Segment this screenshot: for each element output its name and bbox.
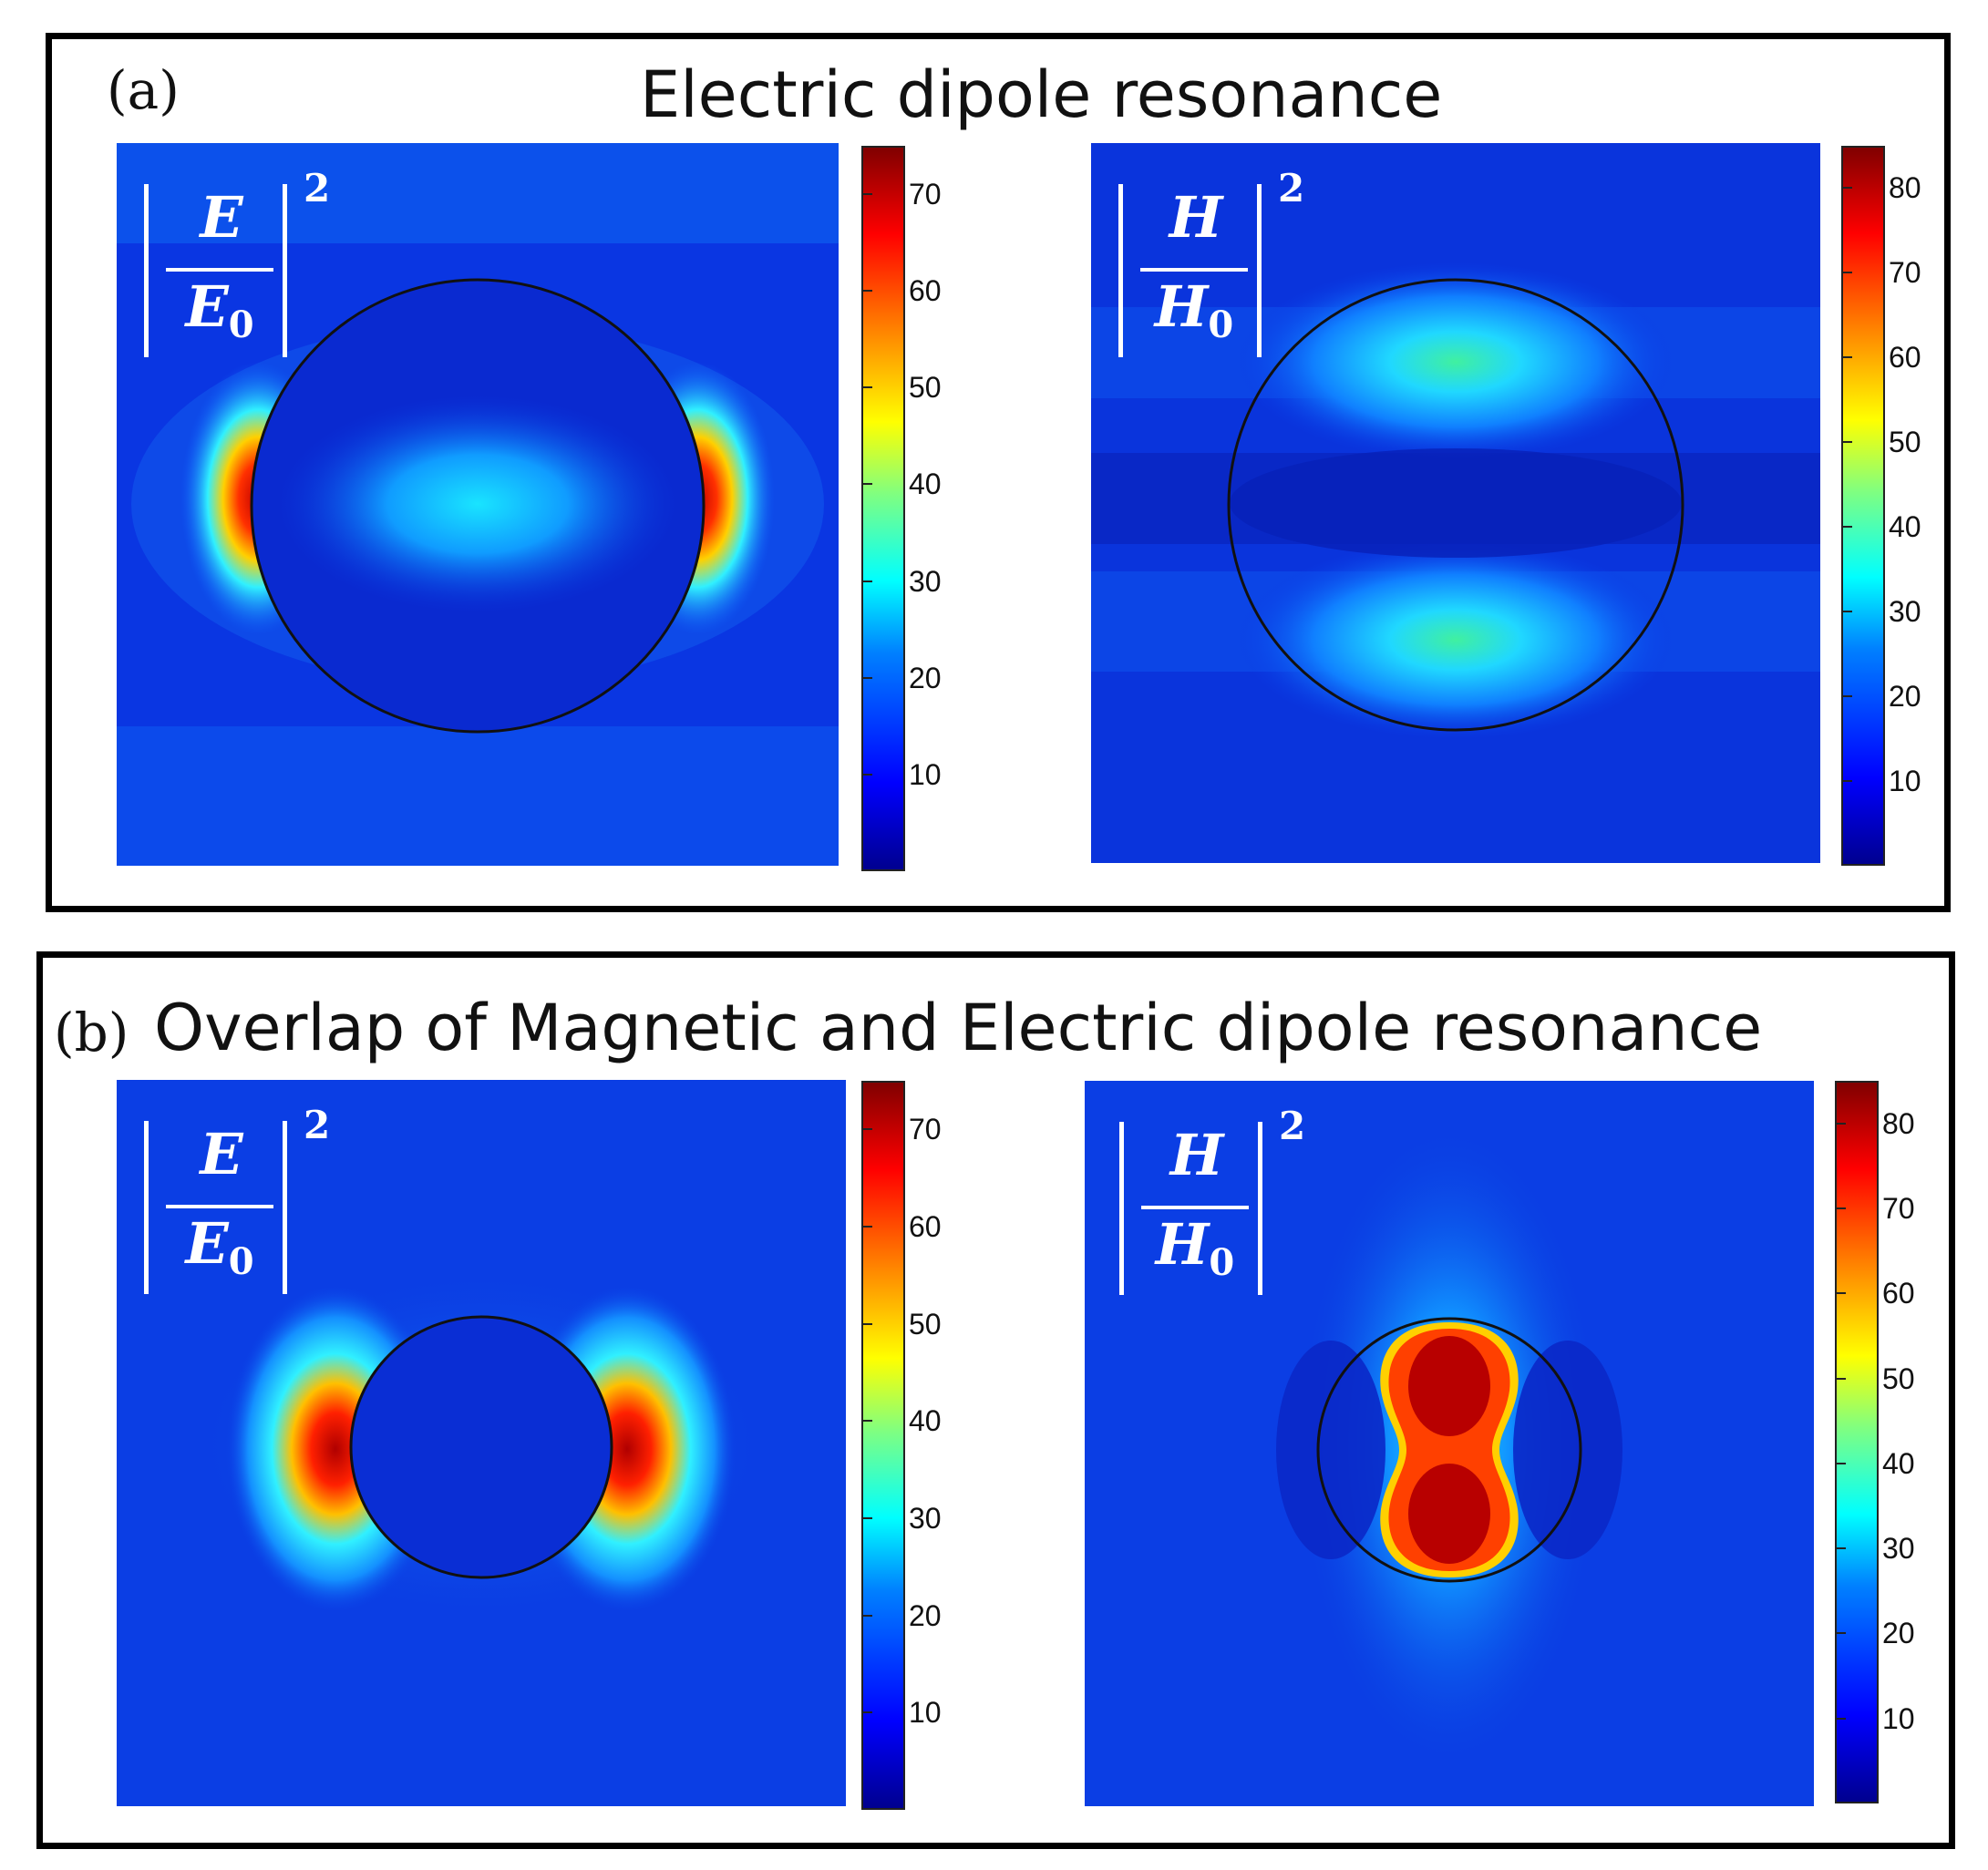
colorbar-tick-mark	[861, 1322, 872, 1325]
colorbar-tick-mark	[861, 1711, 872, 1714]
colorbar-a-electric: 10 20 30 40 50 60 70	[861, 146, 942, 871]
label-power: 2	[304, 1103, 331, 1147]
colorbar-tick-label: 70	[1882, 1191, 1915, 1225]
colorbar-tick-mark	[1835, 1377, 1846, 1380]
colorbar-tick-label: 40	[1889, 510, 1921, 544]
colorbar-tick-mark	[1841, 356, 1852, 359]
colorbar-b-magnetic: 10 20 30 40 50 60 70 80	[1835, 1081, 1915, 1803]
heatmap-b-magnetic: H H0 2	[1085, 1081, 1814, 1806]
colorbar-tick-mark	[861, 1614, 872, 1617]
colorbar-tick-label: 20	[1882, 1617, 1915, 1650]
colorbar-tick-label: 40	[909, 468, 942, 501]
colorbar-tick-label: 10	[909, 757, 942, 791]
colorbar-b-electric: 10 20 30 40 50 60 70	[861, 1081, 942, 1810]
colorbar-tick-mark	[1835, 1122, 1846, 1125]
colorbar-tick-label: 10	[909, 1696, 942, 1730]
colorbar-tick-mark	[861, 1517, 872, 1519]
colorbar-tick-label: 60	[1889, 341, 1921, 375]
colorbar-tick-mark	[861, 193, 872, 196]
colorbar-tick-label: 50	[1889, 426, 1921, 459]
colorbar-tick-label: 50	[909, 371, 942, 405]
heatmap-a-electric: E E0 2	[117, 143, 839, 866]
colorbar-tick-label: 20	[909, 1598, 942, 1632]
colorbar-tick-mark	[1841, 272, 1852, 274]
colorbar-tick-mark	[861, 580, 872, 582]
colorbar-tick-mark	[1841, 695, 1852, 698]
colorbar-tick-label: 30	[1882, 1532, 1915, 1566]
colorbar-a-magnetic: 10 20 30 40 50 60 70 80	[1841, 146, 1921, 866]
colorbar-tick-label: 70	[909, 178, 942, 211]
label-num: E	[200, 184, 243, 251]
panel-b-title: Overlap of Magnetic and Electric dipole …	[154, 991, 1763, 1065]
label-den: H0	[1154, 273, 1234, 346]
label-num: H	[1169, 184, 1223, 251]
colorbar-tick-label: 60	[1882, 1277, 1915, 1310]
label-num: E	[200, 1121, 243, 1187]
colorbar-tick-label: 10	[1889, 765, 1921, 798]
heatmap-b-electric: E E0 2	[117, 1080, 846, 1806]
colorbar-tick-label: 50	[1882, 1361, 1915, 1395]
label-power: 2	[304, 166, 331, 211]
label-den: E0	[185, 273, 254, 346]
colorbar-tick-mark	[1841, 611, 1852, 613]
colorbar-tick-mark	[861, 1420, 872, 1423]
colorbar-tick-label: 20	[909, 661, 942, 694]
colorbar-tick-label: 50	[909, 1307, 942, 1341]
colorbar-tick-mark	[1835, 1462, 1846, 1464]
colorbar-tick-mark	[1835, 1547, 1846, 1550]
panel-b-tag: (b)	[54, 1002, 129, 1063]
colorbar-tick-mark	[1835, 1207, 1846, 1209]
colorbar-tick-label: 80	[1889, 171, 1921, 205]
colorbar-tick-mark	[861, 676, 872, 679]
colorbar-tick-label: 30	[909, 564, 942, 598]
colorbar-tick-label: 30	[909, 1502, 942, 1535]
label-power: 2	[1278, 166, 1305, 211]
colorbar-tick-mark	[1835, 1632, 1846, 1635]
colorbar-tick-label: 70	[1889, 256, 1921, 290]
label-den: H0	[1155, 1211, 1235, 1284]
colorbar-tick-mark	[1841, 441, 1852, 444]
colorbar-tick-mark	[1835, 1292, 1846, 1295]
colorbar-tick-mark	[861, 290, 872, 293]
colorbar-tick-mark	[1841, 187, 1852, 190]
colorbar-tick-mark	[861, 483, 872, 486]
heatmap-a-magnetic: H H0 2	[1091, 143, 1820, 863]
panel-a-title: Electric dipole resonance	[640, 57, 1443, 132]
colorbar-tick-label: 40	[909, 1404, 942, 1438]
colorbar-tick-mark	[1835, 1717, 1846, 1720]
colorbar-tick-label: 20	[1889, 680, 1921, 714]
colorbar-tick-label: 60	[909, 1210, 942, 1243]
label-num: H	[1169, 1122, 1224, 1188]
colorbar-tick-label: 40	[1882, 1446, 1915, 1480]
colorbar-tick-label: 10	[1882, 1701, 1915, 1735]
colorbar-tick-mark	[861, 773, 872, 776]
colorbar-tick-label: 60	[909, 274, 942, 308]
label-power: 2	[1279, 1104, 1306, 1148]
colorbar-tick-label: 80	[1882, 1106, 1915, 1140]
label-den: E0	[185, 1210, 254, 1283]
colorbar-tick-label: 30	[1889, 595, 1921, 629]
colorbar-tick-mark	[861, 1226, 872, 1228]
panel-a-tag: (a)	[107, 59, 180, 121]
colorbar-tick-mark	[1841, 780, 1852, 783]
colorbar-tick-mark	[861, 386, 872, 389]
colorbar-tick-mark	[1841, 526, 1852, 529]
colorbar-tick-label: 70	[909, 1113, 942, 1146]
colorbar-tick-mark	[861, 1128, 872, 1131]
